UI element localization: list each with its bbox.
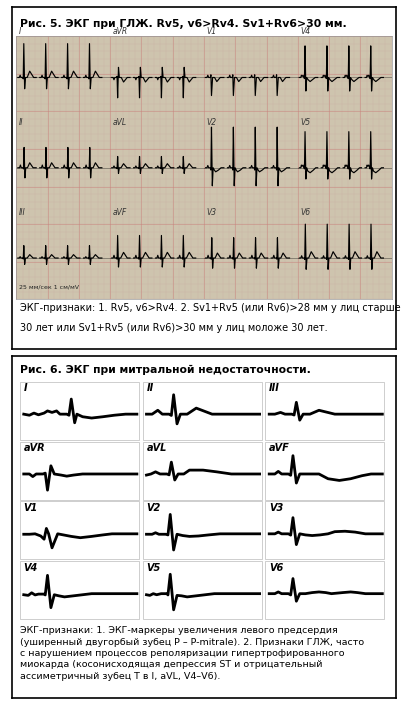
Text: aVF: aVF [269, 443, 290, 453]
FancyBboxPatch shape [265, 561, 384, 619]
Text: III: III [269, 384, 280, 393]
FancyBboxPatch shape [20, 441, 139, 500]
Text: I: I [19, 27, 21, 36]
Text: aVL: aVL [146, 443, 167, 453]
FancyBboxPatch shape [265, 381, 384, 440]
FancyBboxPatch shape [143, 561, 262, 619]
Text: V5: V5 [146, 563, 161, 573]
Text: V1: V1 [206, 27, 217, 36]
Text: V5: V5 [300, 118, 310, 126]
FancyBboxPatch shape [265, 441, 384, 500]
Text: V3: V3 [206, 208, 217, 216]
Text: V3: V3 [269, 503, 284, 513]
FancyBboxPatch shape [143, 381, 262, 440]
FancyBboxPatch shape [143, 441, 262, 500]
Text: Рис. 6. ЭКГ при митральной недостаточности.: Рис. 6. ЭКГ при митральной недостаточнос… [20, 364, 311, 374]
Text: V1: V1 [24, 503, 38, 513]
Text: aVR: aVR [113, 27, 128, 36]
Text: Рис. 5. ЭКГ при ГЛЖ. Rv5, v6>Rv4. Sv1+Rv6>30 мм.: Рис. 5. ЭКГ при ГЛЖ. Rv5, v6>Rv4. Sv1+Rv… [20, 19, 347, 29]
Text: ЭКГ-признаки: 1. ЭКГ-маркеры увеличения левого предсердия
(уширенный двугорбый з: ЭКГ-признаки: 1. ЭКГ-маркеры увеличения … [20, 626, 364, 681]
Text: aVR: aVR [24, 443, 45, 453]
Text: I: I [24, 384, 27, 393]
FancyBboxPatch shape [20, 501, 139, 560]
FancyBboxPatch shape [143, 501, 262, 560]
Text: V6: V6 [300, 208, 310, 216]
Text: V2: V2 [206, 118, 217, 126]
Text: V4: V4 [24, 563, 38, 573]
Text: 30 лет или Sv1+Rv5 (или Rv6)>30 мм у лиц моложе 30 лет.: 30 лет или Sv1+Rv5 (или Rv6)>30 мм у лиц… [20, 324, 328, 333]
Text: II: II [19, 118, 23, 126]
Text: 25 мм/сек 1 см/мV: 25 мм/сек 1 см/мV [19, 284, 79, 289]
Text: III: III [19, 208, 26, 216]
FancyBboxPatch shape [20, 561, 139, 619]
Text: II: II [146, 384, 154, 393]
Text: aVL: aVL [113, 118, 127, 126]
FancyBboxPatch shape [265, 501, 384, 560]
FancyBboxPatch shape [20, 381, 139, 440]
Text: aVF: aVF [113, 208, 127, 216]
Text: V6: V6 [269, 563, 284, 573]
Text: V4: V4 [300, 27, 310, 36]
Text: V2: V2 [146, 503, 161, 513]
Text: ЭКГ-признаки: 1. Rv5, v6>Rv4. 2. Sv1+Rv5 (или Rv6)>28 мм у лиц старше: ЭКГ-признаки: 1. Rv5, v6>Rv4. 2. Sv1+Rv5… [20, 303, 401, 313]
